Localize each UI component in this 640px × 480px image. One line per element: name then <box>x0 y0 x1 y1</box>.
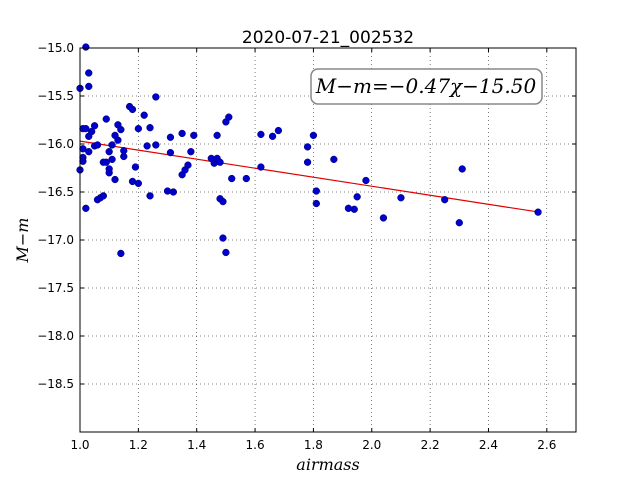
data-point <box>82 43 90 51</box>
data-point <box>312 199 320 208</box>
y-tick-label: −15.0 <box>37 41 74 55</box>
data-point <box>85 69 93 77</box>
data-point <box>102 158 110 166</box>
equation-box-border <box>310 68 543 105</box>
data-point <box>268 132 277 140</box>
data-point <box>152 141 160 149</box>
x-tick-label: 2.0 <box>362 438 381 452</box>
data-point <box>350 205 358 213</box>
y-axis-label: M−m <box>13 218 32 264</box>
data-point <box>257 163 265 171</box>
fit-line <box>79 140 539 213</box>
x-tick-label: 1.2 <box>129 438 148 452</box>
data-point <box>219 197 227 206</box>
x-tick-label: 2.4 <box>479 438 498 452</box>
x-tick-label: 2.6 <box>537 438 556 452</box>
data-point <box>169 188 178 196</box>
data-point <box>222 248 230 257</box>
data-point <box>152 93 160 101</box>
data-point <box>219 234 227 242</box>
data-point <box>274 126 283 135</box>
fit-equation-box: M−m=−0.47χ−15.50 <box>310 68 543 105</box>
data-point <box>166 133 175 141</box>
data-point <box>102 115 110 123</box>
data-point <box>362 176 370 185</box>
data-point <box>166 148 175 157</box>
data-point <box>146 192 154 200</box>
data-point <box>111 175 119 184</box>
data-point <box>353 193 361 201</box>
data-point <box>140 111 148 119</box>
x-tick-label: 1.6 <box>246 438 265 452</box>
data-point <box>105 169 113 177</box>
data-point <box>379 214 388 222</box>
axis-ticks: 1.0 1.2 1.4 1.6 1.8 2.0 2.2 2.4 2.6 −15.0 −15.5 −16… <box>37 41 576 452</box>
data-point <box>117 249 125 258</box>
data-point <box>257 130 265 139</box>
data-point <box>134 124 143 133</box>
data-point <box>99 192 107 200</box>
data-point <box>131 163 140 171</box>
fit-line-layer <box>79 140 539 213</box>
data-point <box>120 147 128 155</box>
data-point <box>187 148 195 156</box>
data-point <box>85 148 93 156</box>
data-point <box>82 204 90 212</box>
data-point <box>458 165 466 173</box>
data-point <box>178 129 186 138</box>
data-point <box>534 208 542 216</box>
data-point <box>228 174 236 183</box>
y-tick-label: −18.5 <box>37 377 74 391</box>
data-point <box>108 155 116 164</box>
data-point <box>242 174 250 183</box>
data-point <box>85 82 93 91</box>
x-tick-label: 1.4 <box>187 438 206 452</box>
data-point <box>441 196 449 204</box>
x-tick-label: 2.2 <box>421 438 440 452</box>
data-points <box>76 43 542 258</box>
fit-equation: M−m=−0.47χ−15.50 <box>315 74 537 98</box>
data-point <box>213 131 221 140</box>
data-point <box>225 113 233 121</box>
data-point <box>114 136 122 144</box>
y-tick-label: −18.0 <box>37 329 74 343</box>
y-tick-label: −16.0 <box>37 137 74 151</box>
data-point <box>143 142 151 150</box>
x-tick-label: 1.8 <box>304 438 323 452</box>
data-point <box>303 158 312 166</box>
chart-title: 2020-07-21_002532 <box>242 28 414 48</box>
y-tick-label: −15.5 <box>37 89 74 103</box>
y-tick-label: −16.5 <box>37 185 74 199</box>
data-point <box>455 219 463 227</box>
data-point <box>108 141 116 149</box>
x-tick-label: 1.0 <box>70 438 89 452</box>
data-point <box>303 143 312 151</box>
data-point <box>117 125 125 134</box>
y-tick-label: −17.0 <box>37 233 74 247</box>
data-point <box>105 148 113 156</box>
data-point <box>88 127 96 136</box>
data-point <box>93 141 102 149</box>
data-point <box>128 105 137 114</box>
data-point <box>134 179 143 188</box>
data-point <box>79 157 87 165</box>
data-point <box>216 158 224 166</box>
data-point <box>309 131 318 140</box>
y-tick-label: −17.5 <box>37 281 74 295</box>
data-point <box>82 124 90 133</box>
data-point <box>146 124 154 132</box>
x-axis-label: airmass <box>296 455 359 474</box>
data-point <box>90 122 99 130</box>
data-point <box>397 194 405 202</box>
data-point <box>312 187 320 195</box>
data-point <box>190 131 198 140</box>
data-point <box>184 161 192 169</box>
data-point <box>330 155 338 164</box>
